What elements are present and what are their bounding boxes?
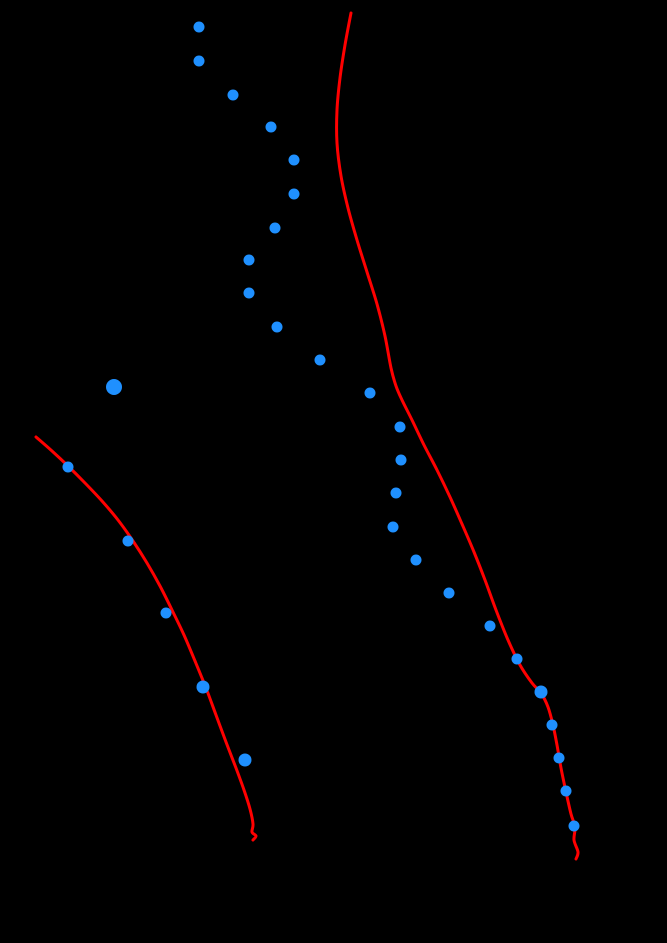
fitted-curve bbox=[335, 11, 580, 861]
data-point-marker bbox=[390, 487, 402, 499]
data-point-marker bbox=[568, 820, 580, 832]
data-point-marker bbox=[560, 785, 572, 797]
data-point-marker bbox=[314, 354, 326, 366]
curves-layer bbox=[34, 11, 580, 861]
data-point-marker bbox=[443, 587, 455, 599]
data-point-marker bbox=[106, 379, 122, 395]
points-layer bbox=[62, 21, 580, 832]
data-point-marker bbox=[511, 653, 523, 665]
data-point-marker bbox=[193, 21, 205, 33]
data-point-marker bbox=[196, 680, 210, 694]
data-point-marker bbox=[160, 607, 172, 619]
data-point-marker bbox=[534, 685, 548, 699]
data-point-marker bbox=[410, 554, 422, 566]
data-point-marker bbox=[265, 121, 277, 133]
data-point-marker bbox=[122, 535, 134, 547]
data-point-marker bbox=[288, 154, 300, 166]
data-point-marker bbox=[364, 387, 376, 399]
fitted-curve bbox=[34, 435, 258, 842]
data-point-marker bbox=[484, 620, 496, 632]
data-point-marker bbox=[394, 421, 406, 433]
data-point-marker bbox=[227, 89, 239, 101]
data-point-marker bbox=[269, 222, 281, 234]
data-point-marker bbox=[395, 454, 407, 466]
data-point-marker bbox=[553, 752, 565, 764]
data-point-marker bbox=[238, 753, 252, 767]
data-point-marker bbox=[387, 521, 399, 533]
data-point-marker bbox=[288, 188, 300, 200]
data-point-marker bbox=[243, 254, 255, 266]
data-point-marker bbox=[193, 55, 205, 67]
data-point-marker bbox=[546, 719, 558, 731]
data-point-marker bbox=[62, 461, 74, 473]
data-point-marker bbox=[243, 287, 255, 299]
data-point-marker bbox=[271, 321, 283, 333]
